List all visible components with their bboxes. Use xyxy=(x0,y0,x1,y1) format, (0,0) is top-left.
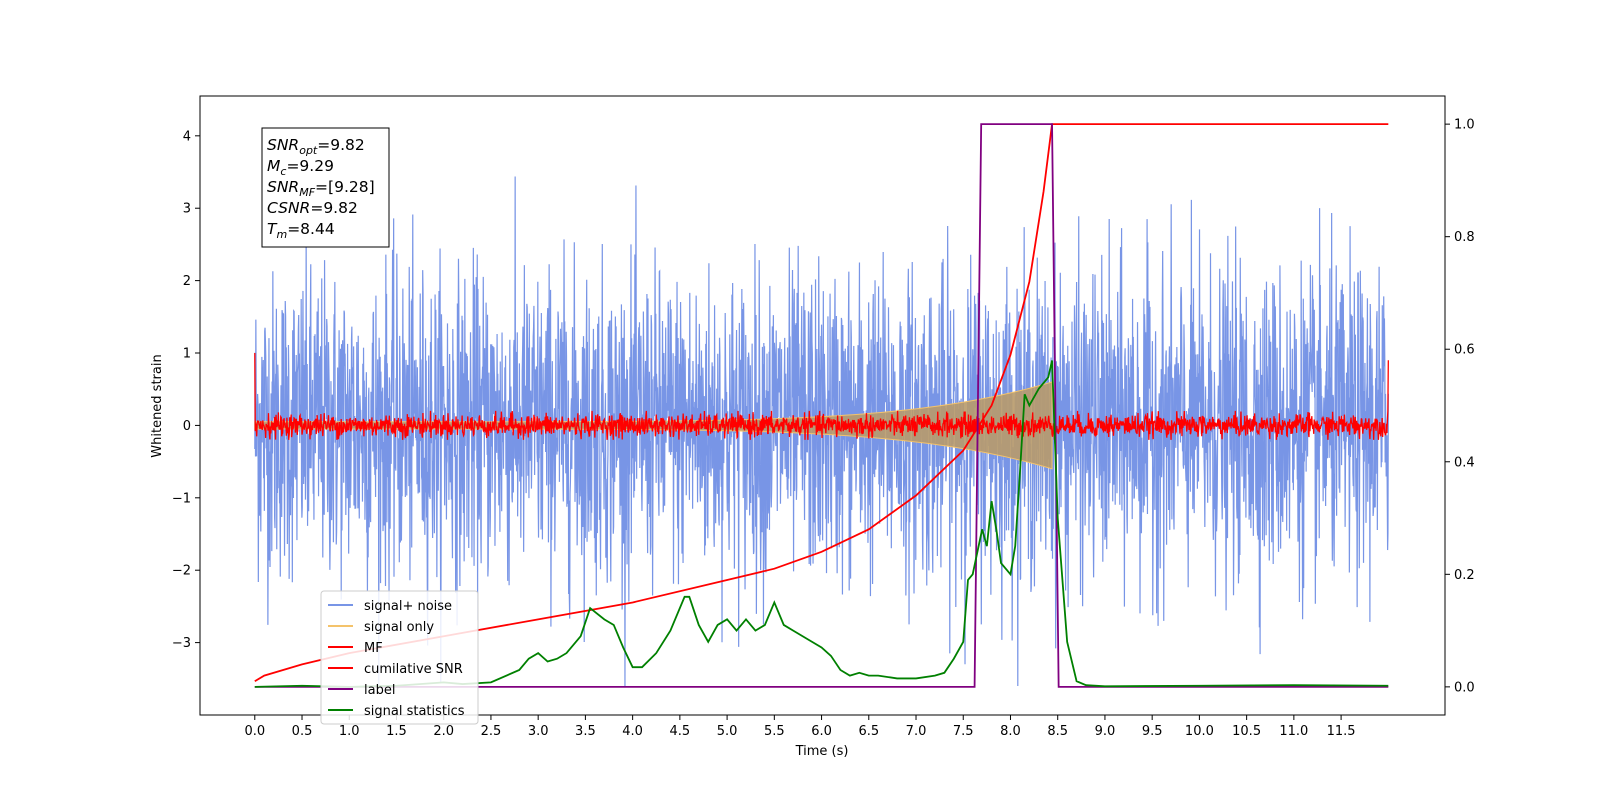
annotation-line: SNRopt=9.82 xyxy=(267,136,365,157)
series-signal-statistics xyxy=(254,360,1389,688)
y-left-tick-label: 1 xyxy=(183,347,191,362)
x-tick-label: 4.0 xyxy=(622,724,643,739)
y-right-tick-label: 0.0 xyxy=(1454,680,1475,695)
x-tick-label: 9.0 xyxy=(1095,724,1116,739)
annotation-line: CSNR=9.82 xyxy=(267,199,358,217)
x-tick-label: 2.0 xyxy=(433,724,454,739)
legend-entry: label xyxy=(364,683,395,698)
x-tick-label: 7.0 xyxy=(906,724,927,739)
legend-entry: cumilative SNR xyxy=(364,662,463,677)
x-axis: 0.0 0.5 1.0 1.5 2.0 2.5 3.0 3.5 4.0 4.5 5.0 5.5 6.0 6… xyxy=(244,715,1356,739)
series-signal-noise xyxy=(254,176,1389,687)
y-axis-left: −3 −2 −1 0 1 2 3 4 xyxy=(172,129,200,651)
x-tick-label: 5.5 xyxy=(764,724,785,739)
x-tick-label: 9.5 xyxy=(1142,724,1163,739)
x-tick-label: 1.5 xyxy=(386,724,407,739)
y-axis-right: 0.0 0.2 0.4 0.6 0.8 1.0 xyxy=(1445,118,1475,695)
legend-entry: signal only xyxy=(364,620,434,635)
y-right-tick-label: 0.8 xyxy=(1454,230,1475,245)
y-left-tick-label: −2 xyxy=(172,564,191,579)
series-layer xyxy=(254,123,1389,688)
y-left-tick-label: 4 xyxy=(183,129,191,144)
x-tick-label: 1.0 xyxy=(339,724,360,739)
x-tick-label: 4.5 xyxy=(670,724,691,739)
y-left-tick-label: −1 xyxy=(172,491,191,506)
x-tick-label: 6.0 xyxy=(811,724,832,739)
series-mf xyxy=(254,353,1389,440)
x-axis-label: Time (s) xyxy=(795,744,849,759)
x-tick-label: 10.0 xyxy=(1185,724,1214,739)
x-tick-label: 11.0 xyxy=(1279,724,1308,739)
annotation-line: Mc=9.29 xyxy=(267,157,334,178)
plot-frame xyxy=(199,95,1446,716)
x-tick-label: 7.5 xyxy=(953,724,974,739)
y-left-tick-label: 3 xyxy=(183,202,191,217)
legend-entry: MF xyxy=(364,641,383,656)
x-tick-label: 8.0 xyxy=(1000,724,1021,739)
legend-entry: signal+ noise xyxy=(364,599,452,614)
annotation-line: SNRMF=[9.28] xyxy=(267,178,375,199)
legend-entry: signal statistics xyxy=(364,704,465,719)
x-tick-label: 0.5 xyxy=(292,724,313,739)
x-tick-label: 8.5 xyxy=(1047,724,1068,739)
annotation-line: Tm=8.44 xyxy=(267,220,335,241)
y-left-tick-label: 2 xyxy=(183,274,191,289)
x-tick-label: 10.5 xyxy=(1232,724,1261,739)
y-right-tick-label: 0.2 xyxy=(1454,568,1475,583)
y-right-tick-label: 0.4 xyxy=(1454,455,1475,470)
x-tick-label: 3.0 xyxy=(528,724,549,739)
x-tick-label: 0.0 xyxy=(244,724,265,739)
y-left-tick-label: −3 xyxy=(172,636,191,651)
y-right-tick-label: 1.0 xyxy=(1454,118,1475,133)
x-tick-label: 2.5 xyxy=(481,724,502,739)
legend: signal+ noise signal only MF cumilative SNR… xyxy=(320,590,479,725)
y-axis-label: Whitened strain xyxy=(150,354,165,457)
x-tick-label: 6.5 xyxy=(858,724,879,739)
x-tick-label: 11.5 xyxy=(1327,724,1356,739)
x-tick-label: 3.5 xyxy=(575,724,596,739)
y-right-tick-label: 0.6 xyxy=(1454,343,1475,358)
y-left-tick-label: 0 xyxy=(183,419,191,434)
x-tick-label: 5.0 xyxy=(717,724,738,739)
